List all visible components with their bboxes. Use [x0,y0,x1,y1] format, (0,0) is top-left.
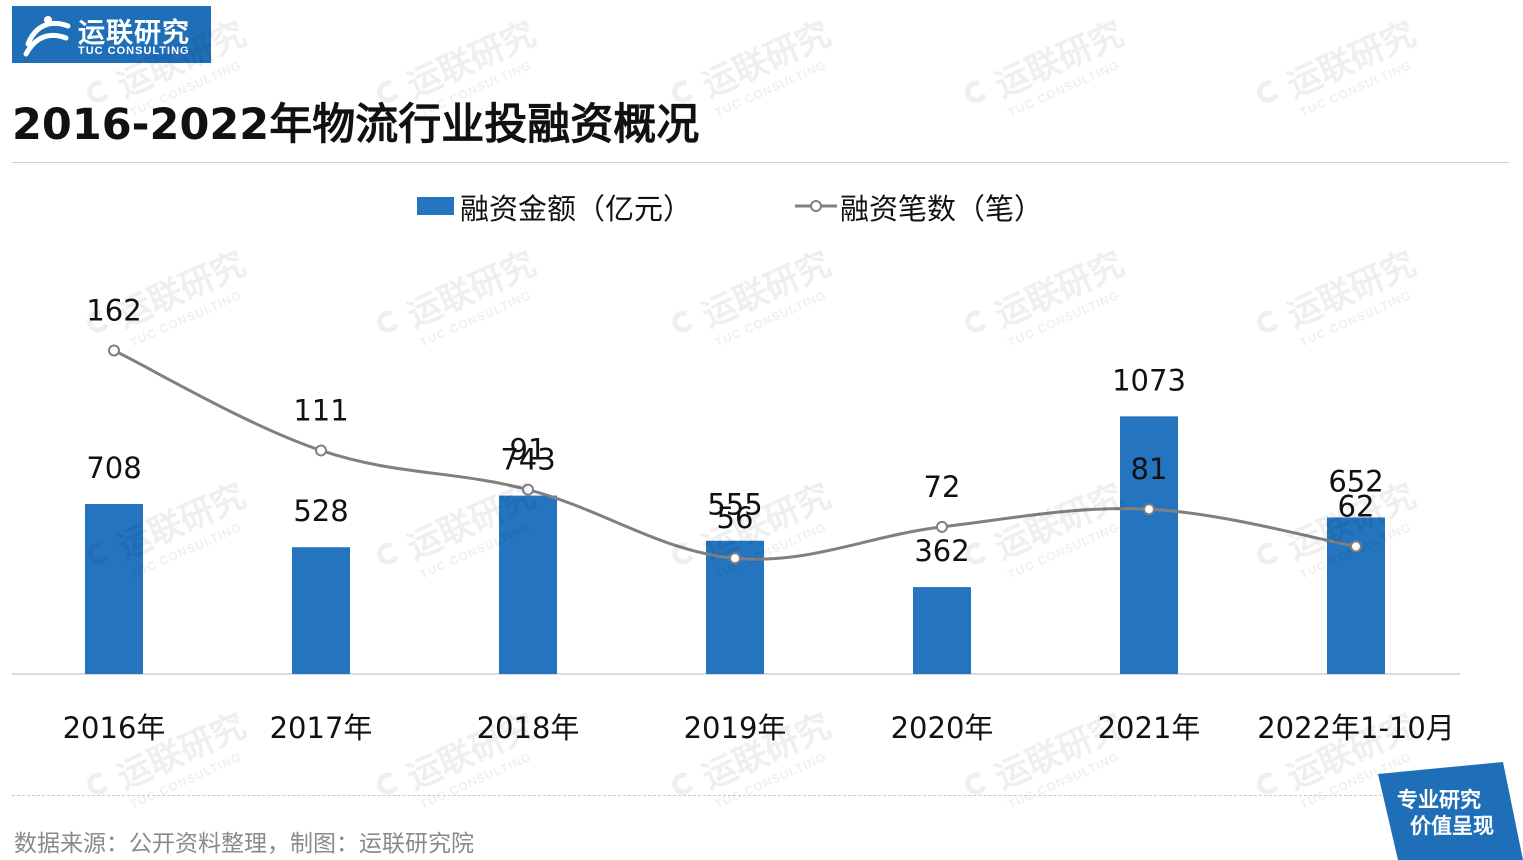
legend-line-swatch [795,200,837,212]
x-tick-label: 2016年 [63,711,166,745]
bar-value-label: 528 [293,494,348,528]
legend-bar-swatch [417,197,454,215]
x-tick-label: 2017年 [270,711,373,745]
x-tick-label: 2021年 [1098,711,1201,745]
bar-5 [1120,416,1178,674]
line-point-2 [522,483,534,496]
legend-bar-label: 融资金额（亿元） [460,192,693,226]
bar-value-label: 1073 [1112,363,1186,397]
slogan-badge-shape [1378,762,1523,860]
line-value-label: 72 [924,470,961,504]
bar-1 [292,547,350,674]
line-value-label: 81 [1131,452,1168,486]
title-divider [12,162,1509,163]
line-point-6 [1350,540,1362,553]
x-tick-label: 2022年1-10月 [1257,711,1455,745]
source-note: 数据来源：公开资料整理，制图：运联研究院 [14,831,474,857]
brand-name-en: TUC CONSULTING [78,45,190,57]
x-tick-label: 2020年 [891,711,994,745]
brand-mark-icon [23,16,71,57]
bar-value-label: 708 [86,451,141,485]
bar-0 [85,504,143,674]
line-value-label: 91 [510,433,547,467]
bar-value-label: 743 [500,443,555,477]
x-tick-label: 2018年 [477,711,580,745]
footer-divider [12,795,1382,796]
line-value-label: 56 [717,501,754,535]
line-point-5 [1143,503,1155,516]
chart-legend: 融资金额（亿元） 融资笔数（笔） [0,186,1523,226]
bar-value-label: 555 [707,488,762,522]
slogan-line-1: 专业研究 [1397,788,1481,812]
bar-value-label: 652 [1328,464,1383,498]
line-point-0 [108,344,120,357]
brand-logo: 运联研究 TUC CONSULTING [12,6,211,63]
slogan-line-2: 价值呈现 [1410,814,1494,838]
line-value-label: 111 [293,393,348,427]
line-point-4 [936,520,948,533]
line-point-1 [315,444,327,457]
bar-value-label: 362 [914,534,969,568]
legend-line-label: 融资笔数（笔） [840,192,1044,226]
line-value-label: 62 [1338,489,1375,523]
line-value-label: 162 [86,293,141,327]
bar-4 [913,587,971,674]
x-tick-label: 2019年 [684,711,787,745]
page-title: 2016-2022年物流行业投融资概况 [12,100,700,150]
bar-2 [499,495,557,674]
brand-name-cn: 运联研究 [78,18,190,49]
line-point-3 [729,552,741,565]
